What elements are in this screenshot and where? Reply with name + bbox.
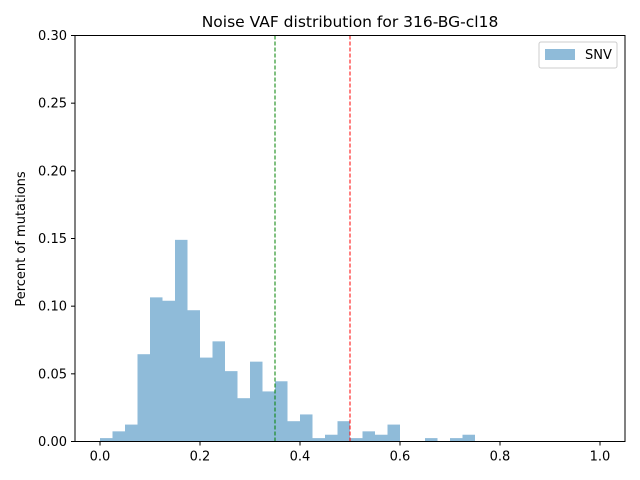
legend-label: SNV [585,48,612,63]
x-tick-label: 0.4 [290,450,311,465]
x-tick-label: 0.2 [190,450,211,465]
bars-group [100,239,475,442]
histogram-bar [337,421,350,442]
threshold-lines [274,35,351,442]
histogram-bar [225,371,238,442]
histogram-bar [237,398,250,442]
histogram-bar [175,239,188,442]
y-tick-label: 0.00 [38,435,67,450]
histogram-bar [450,438,463,442]
x-tick-label: 0.0 [90,450,111,465]
histogram-bar [262,391,275,442]
legend-swatch [545,49,575,60]
y-tick-label: 0.15 [38,232,67,247]
histogram-bar [300,414,313,442]
histogram-bar [287,421,300,442]
y-axis-ticks: 0.00 0.05 0.10 0.15 0.20 0.25 0.30 [38,29,75,450]
histogram-bar [112,431,125,442]
y-tick-label: 0.30 [38,29,67,44]
legend: SNV [538,41,618,69]
histogram-bar [387,424,400,442]
histogram-bar [462,434,475,442]
y-tick-label: 0.20 [38,164,67,179]
histogram-bar [125,424,138,442]
histogram-bar [100,438,113,442]
histogram-bar [375,434,388,442]
histogram-bar [137,354,150,442]
y-axis-label: Percent of mutations [14,171,29,307]
y-tick-label: 0.05 [38,367,67,382]
histogram-bar [162,300,175,442]
histogram-bar [325,434,338,442]
histogram-bar [350,438,363,442]
histogram-bar [362,431,375,442]
histogram-bar [250,361,263,442]
histogram-bar [212,341,225,442]
histogram-bar [312,438,325,442]
x-tick-label: 1.0 [590,450,611,465]
histogram-bar [425,438,438,442]
chart-title: Noise VAF distribution for 316-BG-cl18 [202,13,499,31]
histogram-bar [200,357,213,442]
histogram-bar [187,310,200,442]
histogram-bar [275,381,288,442]
histogram-bar [150,297,163,442]
x-axis-ticks: 0.0 0.2 0.4 0.6 0.8 1.0 [90,441,611,465]
y-tick-label: 0.10 [38,300,67,315]
y-tick-label: 0.25 [38,97,67,112]
x-tick-label: 0.6 [390,450,411,465]
legend-box [538,41,618,69]
x-tick-label: 0.8 [490,450,511,465]
